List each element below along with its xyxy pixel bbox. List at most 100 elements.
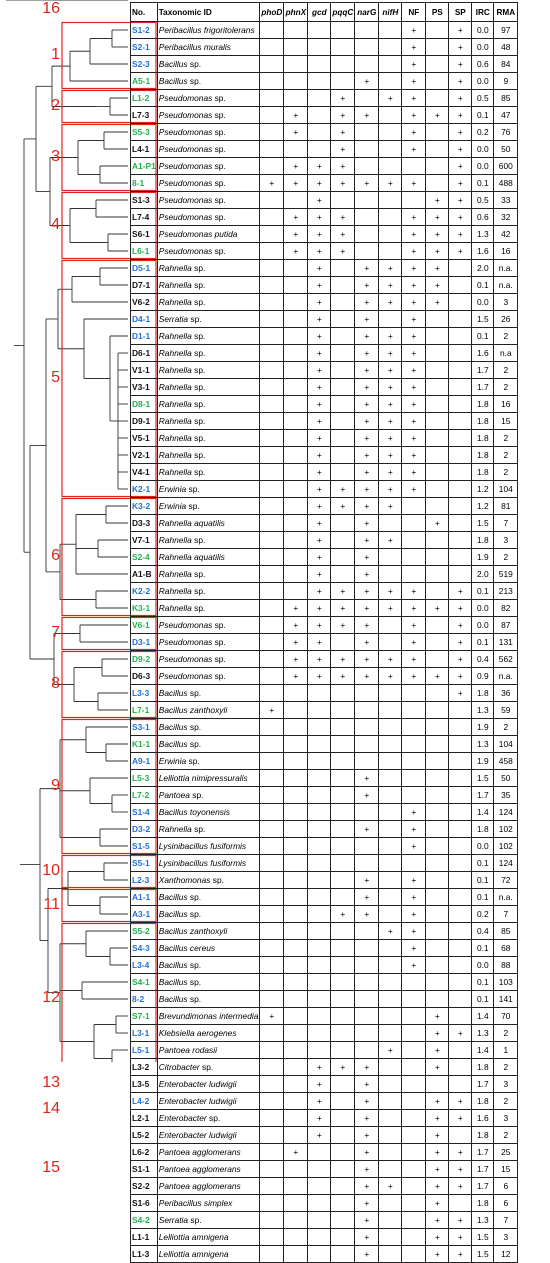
cell-gcd: +	[307, 1092, 332, 1110]
cell-narg: +	[354, 1058, 380, 1076]
cell-phnx: +	[283, 633, 309, 651]
cell-irc: 0.0	[471, 72, 495, 90]
cell-pqqc	[330, 973, 356, 991]
taxonomic-id: Rahnella sp.	[156, 395, 261, 413]
cell-ps	[425, 701, 450, 719]
taxonomic-id: Pseudomonas sp.	[156, 667, 261, 685]
cell-rma: 6	[493, 1194, 519, 1212]
cell-sp	[448, 463, 473, 481]
cell-gcd	[307, 106, 332, 124]
cell-gcd: +	[307, 480, 332, 498]
cell-nf: +	[401, 803, 427, 821]
isolate-id: S4-2	[130, 1211, 158, 1229]
cell-ps	[425, 446, 450, 464]
cell-irc: 0.1	[471, 854, 495, 872]
isolate-id: D4-1	[130, 310, 158, 328]
isolate-id: S1-2	[130, 21, 158, 39]
cell-phod	[259, 106, 285, 124]
isolate-id: L1-1	[130, 1228, 158, 1246]
cell-narg: +	[354, 888, 380, 906]
cell-sp	[448, 514, 473, 532]
cell-nf: +	[401, 361, 427, 379]
cell-gcd: +	[307, 208, 332, 226]
isolate-id: S1-3	[130, 191, 158, 209]
cell-gcd	[307, 1007, 332, 1025]
cell-pqqc	[330, 854, 356, 872]
cell-rma: 3	[493, 1228, 519, 1246]
cell-irc: 0.1	[471, 888, 495, 906]
table-row: V6-2 Rahnella sp. + + + + +0.0 3	[130, 293, 519, 311]
isolate-id: S6-1	[130, 225, 158, 243]
cell-sp: +	[448, 89, 473, 107]
table-row: L6-2 Pantoea agglomerans + + + +1.7 25	[130, 1143, 519, 1161]
cell-nifh	[378, 1007, 403, 1025]
cell-nf	[401, 157, 427, 175]
cell-sp: +	[448, 1024, 473, 1042]
taxonomic-id: Peribacillus simplex	[156, 1194, 261, 1212]
cell-sp: +	[448, 1109, 473, 1127]
cell-ps	[425, 157, 450, 175]
cell-phnx	[283, 718, 309, 736]
cell-nf	[401, 769, 427, 787]
cell-irc: 0.2	[471, 905, 495, 923]
cell-gcd	[307, 1245, 332, 1263]
table-row: L3-2 Citrobacter sp. + + + +1.8 2	[130, 1058, 519, 1076]
cell-pqqc: +	[330, 599, 356, 617]
isolate-id: V6-2	[130, 293, 158, 311]
cell-sp	[448, 344, 473, 362]
header-sp: SP	[448, 2, 473, 22]
cell-phod	[259, 225, 285, 243]
cell-nf: +	[401, 344, 427, 362]
cell-nf	[401, 1194, 427, 1212]
header-nf: NF	[401, 2, 427, 22]
cell-irc: 1.3	[471, 735, 495, 753]
isolate-id: L2-1	[130, 1109, 158, 1127]
cell-pqqc	[330, 922, 356, 940]
cell-rma: 124	[493, 854, 519, 872]
cell-pqqc	[330, 1024, 356, 1042]
cell-gcd	[307, 21, 332, 39]
cluster-label: 10	[42, 861, 60, 879]
taxonomic-id: Pseudomonas sp.	[156, 89, 261, 107]
cell-ps	[425, 752, 450, 770]
cell-nifh: +	[378, 429, 403, 447]
cell-nifh	[378, 803, 403, 821]
cell-phnx: +	[283, 667, 309, 685]
cell-sp	[448, 565, 473, 583]
cell-phod	[259, 327, 285, 345]
cell-irc: 1.5	[471, 769, 495, 787]
cell-narg: +	[354, 497, 380, 515]
cell-phod	[259, 684, 285, 702]
cell-narg: +	[354, 429, 380, 447]
cell-pqqc	[330, 684, 356, 702]
cell-irc: 0.5	[471, 191, 495, 209]
cell-nifh	[378, 973, 403, 991]
cell-sp: +	[448, 1160, 473, 1178]
cluster-label: 14	[42, 1099, 60, 1117]
taxonomic-id: Pseudomonas sp.	[156, 123, 261, 141]
cell-nifh	[378, 514, 403, 532]
cell-rma: 6	[493, 1177, 519, 1195]
cell-nf: +	[401, 276, 427, 294]
cell-narg: +	[354, 650, 380, 668]
taxonomic-id: Pantoea agglomerans	[156, 1177, 261, 1195]
table-row: S2-3 Bacillus sp. + +0.6 84	[130, 55, 519, 73]
cell-pqqc	[330, 701, 356, 719]
cell-phnx	[283, 1177, 309, 1195]
table-row: D3-2 Rahnella sp. + +1.8 102	[130, 820, 519, 838]
isolate-id: S2-1	[130, 38, 158, 56]
cell-phnx: +	[283, 106, 309, 124]
cell-gcd: +	[307, 650, 332, 668]
taxonomic-id: Pseudomonas sp.	[156, 157, 261, 175]
cell-pqqc	[330, 548, 356, 566]
cell-pqqc	[330, 361, 356, 379]
cell-nf: +	[401, 72, 427, 90]
cell-rma: 600	[493, 157, 519, 175]
cluster-label: 16	[42, 0, 60, 17]
isolate-id: D6-3	[130, 667, 158, 685]
header-row: No. Taxonomic ID phoD phnX gcd pqqC narG…	[130, 2, 519, 22]
table-row: K2-2 Rahnella sp. + + + + + +0.1 213	[130, 582, 519, 600]
cell-gcd: +	[307, 225, 332, 243]
cell-irc: 0.1	[471, 939, 495, 957]
isolate-id: S2-4	[130, 548, 158, 566]
